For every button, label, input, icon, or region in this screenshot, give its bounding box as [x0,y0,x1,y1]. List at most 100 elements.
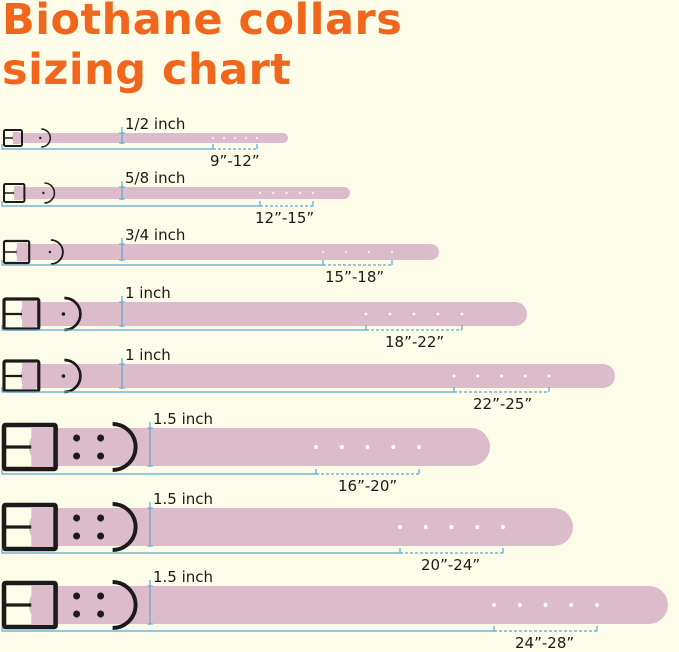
length-line [1,387,455,393]
width-label: 1 inch [125,284,171,302]
collar-hole [417,445,421,449]
size-range-label: 20”-24” [421,556,480,574]
collar-hole [595,603,599,607]
width-label: 1/2 inch [125,115,185,133]
size-range-label: 12”-15” [255,209,314,227]
rivet [73,452,81,460]
buckle-strap-loop [31,585,53,625]
collar-row: 1.5 inch 16”-20” [1,410,491,495]
rivet [97,434,105,442]
rivet [42,191,45,195]
collar-row: 1/2 inch 9”-12” [1,115,288,170]
collar-hole [423,525,428,529]
rivet [97,610,105,618]
collar-hole [500,374,503,378]
rivet [39,136,42,140]
collar-row: 1 inch 22”-25” [1,346,615,413]
width-label: 3/4 inch [125,226,185,244]
rivet [61,312,66,316]
length-line [1,626,495,632]
collar-strap [20,302,528,326]
collar-strap [28,586,669,624]
collar-strap [13,187,350,199]
collar-hole [436,312,440,316]
d-ring-icon [50,239,64,265]
collar-hole [223,137,225,139]
collar-hole [476,374,480,378]
collar-hole [547,374,551,378]
length-line [1,201,261,207]
collar-hole [364,312,368,316]
rivet [97,592,105,600]
collar-strap [28,508,574,546]
collar-row: 5/8 inch 12”-15” [1,169,350,227]
collar-hole [272,192,275,194]
width-label: 5/8 inch [125,169,185,187]
collar-hole [234,137,236,139]
buckle-strap-loop [31,507,53,547]
collar-strap [12,133,288,143]
collar-hole [501,525,505,529]
d-ring-icon [112,502,138,552]
collar-hole [312,192,314,194]
buckle-strap-loop [14,186,23,200]
size-range-label: 9”-12” [210,152,260,170]
collar-hole [398,525,402,529]
d-ring-icon [41,128,52,148]
buckle-strap-loop [31,427,53,467]
collar-hole [285,192,288,194]
collar-hole [259,192,261,194]
collar-hole [391,251,393,253]
collar-hole [345,251,347,253]
collar-hole [339,445,344,449]
width-label: 1.5 inch [153,568,213,586]
rivet [73,532,81,540]
collar-hole [452,374,456,378]
collar-hole [314,445,318,449]
length-line [1,144,214,150]
rivet [73,514,81,522]
width-label: 1.5 inch [153,410,213,428]
collar-hole [460,312,464,316]
buckle-strap-loop [22,363,37,389]
rivet [61,374,66,378]
collar-hole [298,192,301,194]
size-range-label: 24”-28” [515,634,574,652]
collar-hole [212,137,214,139]
d-ring-icon [64,296,82,332]
collar-hole [388,312,392,316]
title-line-2: sizing chart [2,45,292,95]
width-label: 1.5 inch [153,490,213,508]
collar-hole [368,251,370,253]
d-ring-icon [44,182,56,204]
collar-row: 1 inch 18”-22” [1,284,528,351]
length-line [1,325,367,331]
size-range-label: 18”-22” [385,333,444,351]
length-line [1,260,324,266]
d-ring-icon [112,422,138,472]
collar-hole [523,374,527,378]
rivet [73,434,81,442]
size-range-label: 16”-20” [338,477,397,495]
length-line [1,548,401,554]
collar-row: 1.5 inch 20”-24” [1,490,574,574]
collar-hole [517,603,522,607]
size-range-label: 15”-18” [325,268,384,286]
rivet [97,532,105,540]
buckle-strap-loop [22,301,37,327]
d-ring-icon [64,358,82,394]
rivet [73,610,81,618]
collar-hole [449,525,454,529]
collar-hole [391,445,396,449]
buckle-strap-loop [12,132,21,144]
collar-hole [322,251,324,253]
collar-hole [569,603,574,607]
length-line [1,469,317,475]
d-ring-icon [112,580,138,630]
size-range-label: 22”-25” [473,395,532,413]
buckle-strap-loop [16,243,27,261]
width-label: 1 inch [125,346,171,364]
collar-row: 3/4 inch 15”-18” [1,226,439,286]
